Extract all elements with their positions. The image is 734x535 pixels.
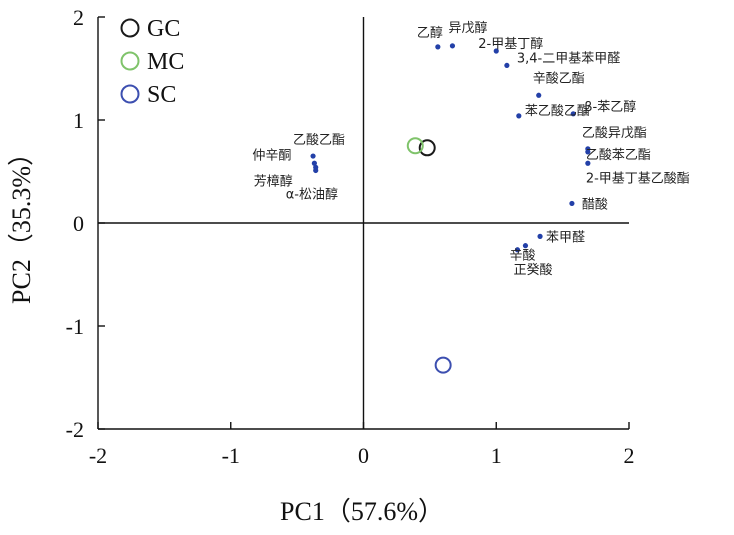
variable-labels: 乙醇 异戊醇2-甲基丁醇3,4-二甲基苯甲醛辛酸乙酯苯乙酸乙酯β-苯乙醇乙酸异戊酯… xyxy=(252,20,689,278)
variable-label: 芳樟醇 xyxy=(254,173,293,189)
variable-point xyxy=(537,233,543,239)
legend-label-mc: MC xyxy=(147,49,184,75)
variable-label: 醋酸 xyxy=(582,196,608,212)
variable-point xyxy=(570,111,576,117)
variable-label: 苯甲醛 xyxy=(546,229,585,245)
variable-point xyxy=(585,160,591,166)
variable-label: 乙醇 xyxy=(417,25,443,41)
axes: -2 -1 0 1 2 -2 -1 0 1 2 xyxy=(66,5,635,468)
variable-point xyxy=(493,48,499,54)
variable-label: 乙酸乙酯 xyxy=(293,133,345,148)
x-tick-label: 2 xyxy=(624,443,635,468)
x-tick-label: 1 xyxy=(491,443,502,468)
variable-point xyxy=(536,92,542,98)
variable-label: 3,4-二甲基苯甲醛 xyxy=(517,50,620,66)
variable-label: 正癸酸 xyxy=(513,263,552,278)
variable-point xyxy=(310,153,316,159)
variable-point xyxy=(435,44,441,50)
group-point-mc xyxy=(406,137,424,155)
variable-label: 辛酸 xyxy=(509,249,535,264)
legend-label-sc: SC xyxy=(147,82,176,108)
y-tick-label: 0 xyxy=(73,211,84,236)
legend: GC MC SC xyxy=(120,16,184,108)
variable-point xyxy=(504,62,510,69)
variable-point xyxy=(449,43,456,49)
y-tick-label: -2 xyxy=(66,417,84,442)
variable-point xyxy=(585,149,591,155)
y-axis-title: PC2（35.3%） xyxy=(7,140,36,304)
variable-label: 辛酸乙酯 xyxy=(533,71,585,86)
x-tick-label: -2 xyxy=(89,443,107,468)
variable-label: β-苯乙醇 xyxy=(584,99,636,115)
plot-points xyxy=(310,43,591,374)
variable-point xyxy=(569,200,575,207)
group-point-sc xyxy=(434,356,452,374)
variable-point xyxy=(516,113,522,119)
y-tick-label: -1 xyxy=(66,314,84,339)
variable-point xyxy=(311,160,317,166)
variable-label: 仲辛酮 xyxy=(252,148,291,163)
legend-marker-sc xyxy=(120,84,140,104)
variable-point xyxy=(514,247,521,253)
legend-marker-gc xyxy=(120,18,140,38)
variable-label: α-松油醇 xyxy=(286,186,338,202)
group-point-gc xyxy=(418,139,436,157)
x-tick-label: 0 xyxy=(358,443,369,468)
x-axis-title: PC1（57.6%） xyxy=(280,497,444,526)
variable-label: 2-甲基丁醇 xyxy=(478,36,543,52)
variable-point xyxy=(522,243,529,249)
legend-marker-mc xyxy=(120,51,140,71)
variable-label: 苯乙酸乙酯 xyxy=(525,104,590,119)
y-tick-label: 2 xyxy=(73,5,84,30)
x-tick-label: -1 xyxy=(222,443,240,468)
legend-label-gc: GC xyxy=(147,16,180,42)
y-tick-label: 1 xyxy=(73,108,84,133)
variable-label: 乙酸异戊酯 xyxy=(582,126,647,141)
variable-label: 异戊醇 xyxy=(448,20,487,36)
variable-label: 2-甲基丁基乙酸酯 xyxy=(586,171,690,186)
variable-label: 乙酸苯乙酯 xyxy=(586,148,651,163)
variable-point xyxy=(313,167,319,174)
